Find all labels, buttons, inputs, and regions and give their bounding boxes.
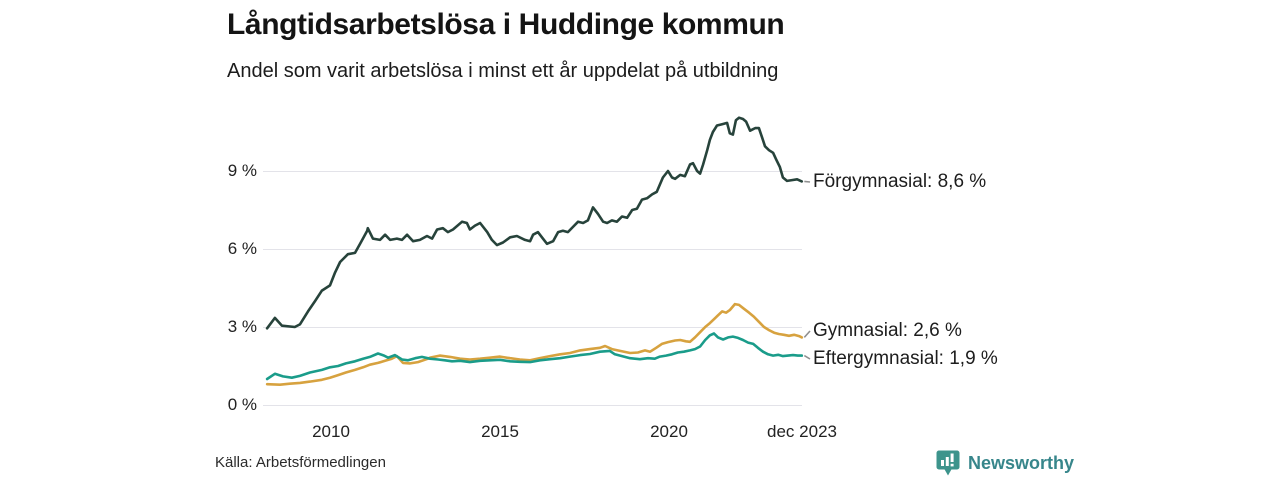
label-connector-förgymnasial <box>804 180 811 183</box>
chart-subtitle: Andel som varit arbetslösa i minst ett å… <box>227 60 779 82</box>
y-axis-tick-6: 6 % <box>227 239 257 258</box>
label-connector-gymnasial <box>803 330 811 338</box>
gridline-6pct <box>263 249 802 250</box>
newsworthy-logo[interactable]: Newsworthy <box>936 450 1074 477</box>
series-end-label-gymnasial: Gymnasial: 2,6 % <box>813 320 962 341</box>
newsworthy-speech-bubble-bar-chart-icon <box>936 450 960 476</box>
series-end-label-eftergymnasial: Eftergymnasial: 1,9 % <box>813 348 998 369</box>
source-attribution: Källa: Arbetsförmedlingen <box>215 454 386 471</box>
x-axis-tick-dec-2023: dec 2023 <box>767 422 837 441</box>
y-axis-tick-3: 3 % <box>227 317 257 336</box>
gridline-3pct <box>263 327 802 328</box>
x-axis-tick-2020: 2020 <box>650 422 688 441</box>
x-axis-tick-2010: 2010 <box>312 422 350 441</box>
y-axis-tick-0: 0 % <box>227 395 257 414</box>
series-line-eftergymnasial <box>265 332 804 381</box>
series-line-förgymnasial <box>265 116 804 330</box>
newsworthy-wordmark: Newsworthy <box>968 453 1075 473</box>
x-axis-tick-2015: 2015 <box>481 422 519 441</box>
label-connector-eftergymnasial <box>803 354 811 360</box>
gridline-0pct <box>263 405 802 406</box>
series-line-gymnasial <box>265 302 804 387</box>
gridline-9pct <box>263 171 802 172</box>
series-end-label-forgymnasial: Förgymnasial: 8,6 % <box>813 171 987 192</box>
y-axis-tick-9: 9 % <box>227 161 257 180</box>
page-title: Långtidsarbetslösa i Huddinge kommun <box>227 8 785 41</box>
